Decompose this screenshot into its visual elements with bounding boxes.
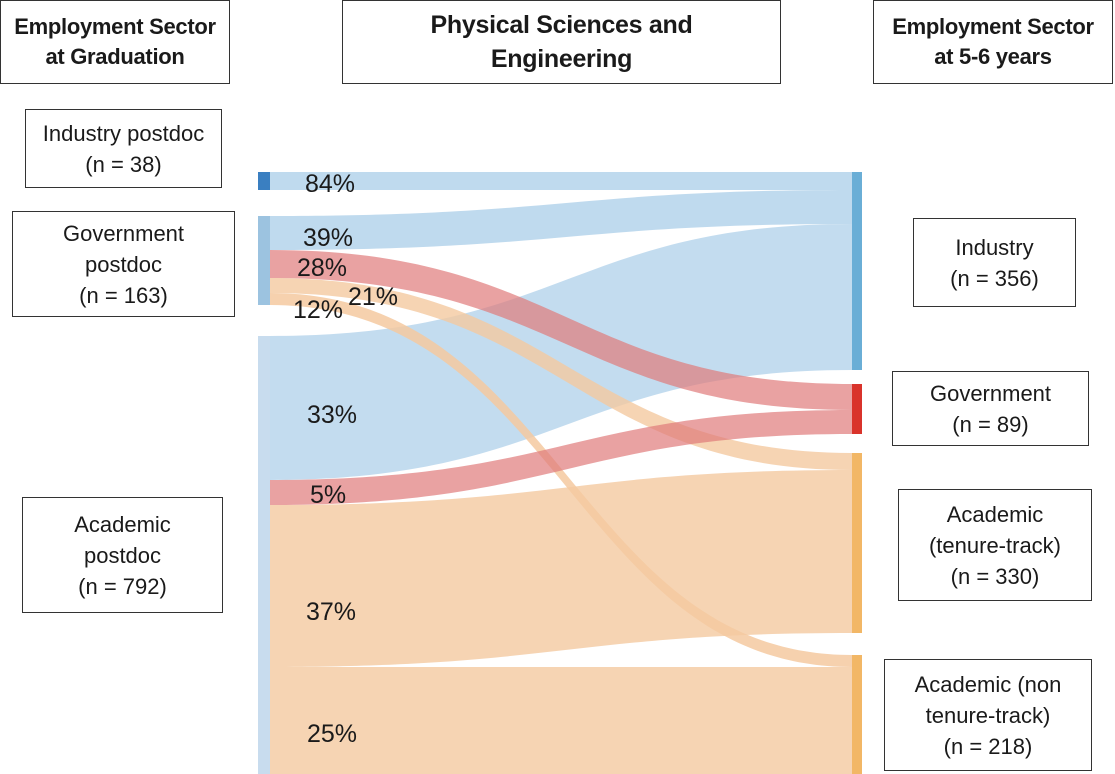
flow-label-academic-postdoc-to-academic-non-tenure-track: 25% xyxy=(307,720,357,748)
source-label-line: (n = 38) xyxy=(85,151,162,177)
target-label-line: (n = 218) xyxy=(943,733,1033,759)
target-bar-industry xyxy=(852,172,862,370)
source-box-government-postdoc: Government postdoc (n = 163) xyxy=(12,211,235,317)
target-bar-academic-non-tenure-track xyxy=(852,655,862,774)
source-label-line: Industry postdoc xyxy=(42,120,205,146)
target-bar-government xyxy=(852,384,862,434)
flow-label-government-postdoc-to-academic-non-tenure-track: 12% xyxy=(293,296,343,324)
header-right: Employment Sector at 5-6 years xyxy=(873,0,1113,84)
target-label-line: (tenure-track) xyxy=(928,532,1062,558)
flow-labels: 84% 39%28%21%12% 33% 5% 37% 25% xyxy=(293,170,398,748)
source-box-academic-postdoc: Academic postdoc (n = 792) xyxy=(22,497,223,613)
target-label-line: (n = 89) xyxy=(952,411,1029,437)
source-bar-academic-postdoc xyxy=(258,336,270,774)
flow-government-postdoc-to-government xyxy=(270,250,852,410)
header-left-line-2: at Graduation xyxy=(45,44,185,69)
target-label-line: Industry xyxy=(955,234,1034,260)
flow-label-academic-postdoc-to-government: 5% xyxy=(310,481,346,509)
header-right-line-1: Employment Sector xyxy=(892,14,1094,39)
flow-academic-postdoc-to-industry xyxy=(270,224,852,480)
header-right-line-2: at 5-6 years xyxy=(934,44,1052,69)
target-bar-academic-tenure-track xyxy=(852,453,862,633)
target-label-line: Government xyxy=(929,380,1052,406)
source-label-line: (n = 792) xyxy=(78,573,167,599)
flow-label-government-postdoc-to-government: 28% xyxy=(297,254,347,282)
target-label-line: Academic xyxy=(946,501,1044,527)
flow-government-postdoc-to-academic-tenure-track xyxy=(270,278,852,470)
source-label-line: Academic xyxy=(74,511,171,537)
flow-academic-postdoc-to-academic-non-tenure-track xyxy=(270,667,852,774)
flow-label-academic-postdoc-to-academic-tenure-track: 37% xyxy=(306,598,356,626)
target-box-government: Government (n = 89) xyxy=(892,371,1089,446)
target-label-line: (n = 330) xyxy=(950,563,1040,589)
header-center: Physical Sciences and Engineering xyxy=(342,0,781,84)
source-bar-government-postdoc xyxy=(258,216,270,305)
source-box-industry-postdoc: Industry postdoc (n = 38) xyxy=(25,109,222,188)
header-center-line-2: Engineering xyxy=(490,45,633,73)
target-box-academic-non-tenure-track: Academic (non tenure-track) (n = 218) xyxy=(884,659,1092,771)
source-label-line: postdoc xyxy=(83,542,162,568)
flow-government-postdoc-to-academic-non-tenure-track xyxy=(270,293,852,667)
source-label-line: Government xyxy=(62,220,185,246)
source-label-line: (n = 163) xyxy=(79,282,168,308)
header-left-line-1: Employment Sector xyxy=(14,14,216,39)
target-box-industry: Industry (n = 356) xyxy=(913,218,1076,307)
header-center-line-1: Physical Sciences and xyxy=(430,11,693,39)
flow-academic-postdoc-to-government xyxy=(270,410,852,505)
flow-label-government-postdoc-to-industry: 39% xyxy=(303,224,353,252)
source-label-line: postdoc xyxy=(84,251,163,277)
flows-group xyxy=(270,172,852,774)
target-label-line: Academic (non xyxy=(914,671,1062,697)
source-bar-industry-postdoc xyxy=(258,172,270,190)
flow-label-government-postdoc-to-academic-tenure-track: 21% xyxy=(348,283,398,311)
flow-government-postdoc-to-industry xyxy=(270,190,852,250)
header-left: Employment Sector at Graduation xyxy=(0,0,230,84)
flow-industry-postdoc-to-industry xyxy=(270,172,852,190)
flow-label-academic-postdoc-to-industry: 33% xyxy=(307,401,357,429)
flow-label-industry-postdoc-to-industry: 84% xyxy=(305,170,355,198)
target-label-line: (n = 356) xyxy=(950,265,1039,291)
target-box-academic-tenure-track: Academic (tenure-track) (n = 330) xyxy=(898,489,1092,601)
target-label-line: tenure-track) xyxy=(925,702,1051,728)
